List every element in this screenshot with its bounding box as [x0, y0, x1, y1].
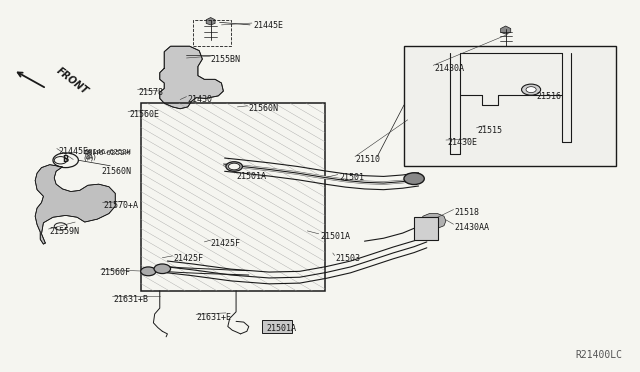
Text: 21503: 21503 [336, 254, 361, 263]
Circle shape [526, 87, 536, 93]
Text: 21560N: 21560N [249, 104, 279, 113]
Text: 21430E: 21430E [447, 138, 477, 147]
Text: 21501A: 21501A [266, 324, 296, 333]
Text: FRONT: FRONT [54, 65, 90, 96]
Bar [193, 20, 231, 46]
Text: 21560N: 21560N [101, 167, 131, 176]
Text: 21631+B: 21631+B [113, 295, 148, 304]
Text: 2155BN: 2155BN [211, 55, 241, 64]
Text: 21430A: 21430A [435, 64, 465, 73]
Bar [262, 320, 292, 333]
Polygon shape [420, 214, 446, 228]
Circle shape [228, 163, 240, 170]
Text: 21559N: 21559N [50, 228, 80, 237]
Text: 21570+A: 21570+A [104, 201, 139, 210]
Circle shape [522, 84, 541, 95]
Text: 21560F: 21560F [100, 268, 131, 277]
Polygon shape [206, 17, 215, 25]
Text: (4): (4) [84, 154, 97, 160]
Text: 08I46-6252H: 08I46-6252H [83, 150, 131, 156]
Circle shape [404, 173, 424, 185]
Text: 21501A: 21501A [320, 232, 350, 241]
Bar [404, 46, 616, 166]
Polygon shape [500, 26, 511, 34]
Text: 21516: 21516 [536, 93, 561, 102]
Text: 21501A: 21501A [236, 171, 266, 180]
Text: 21515: 21515 [477, 126, 502, 135]
Text: 21445E: 21445E [58, 147, 88, 156]
Bar [141, 103, 325, 291]
Text: 21430: 21430 [188, 95, 212, 104]
Bar [414, 217, 438, 240]
Text: 21430AA: 21430AA [455, 223, 490, 232]
Circle shape [141, 267, 156, 276]
Text: 21560E: 21560E [129, 110, 159, 119]
Text: 21425F: 21425F [211, 238, 241, 247]
Circle shape [226, 162, 243, 171]
Text: R21400LC: R21400LC [575, 350, 622, 360]
Text: 21631+E: 21631+E [196, 313, 231, 322]
Text: 21578: 21578 [139, 88, 164, 97]
Polygon shape [160, 46, 223, 109]
Circle shape [154, 264, 171, 273]
Text: 21518: 21518 [455, 208, 480, 217]
Text: (4): (4) [83, 154, 93, 161]
Text: 21445E: 21445E [253, 22, 284, 31]
Polygon shape [540, 98, 571, 142]
Text: 21501: 21501 [339, 173, 364, 182]
Text: 21510: 21510 [355, 155, 380, 164]
Text: B: B [63, 155, 69, 164]
Polygon shape [35, 165, 115, 244]
Text: 21425F: 21425F [173, 254, 204, 263]
Text: 08I46-6252H: 08I46-6252H [84, 149, 131, 155]
